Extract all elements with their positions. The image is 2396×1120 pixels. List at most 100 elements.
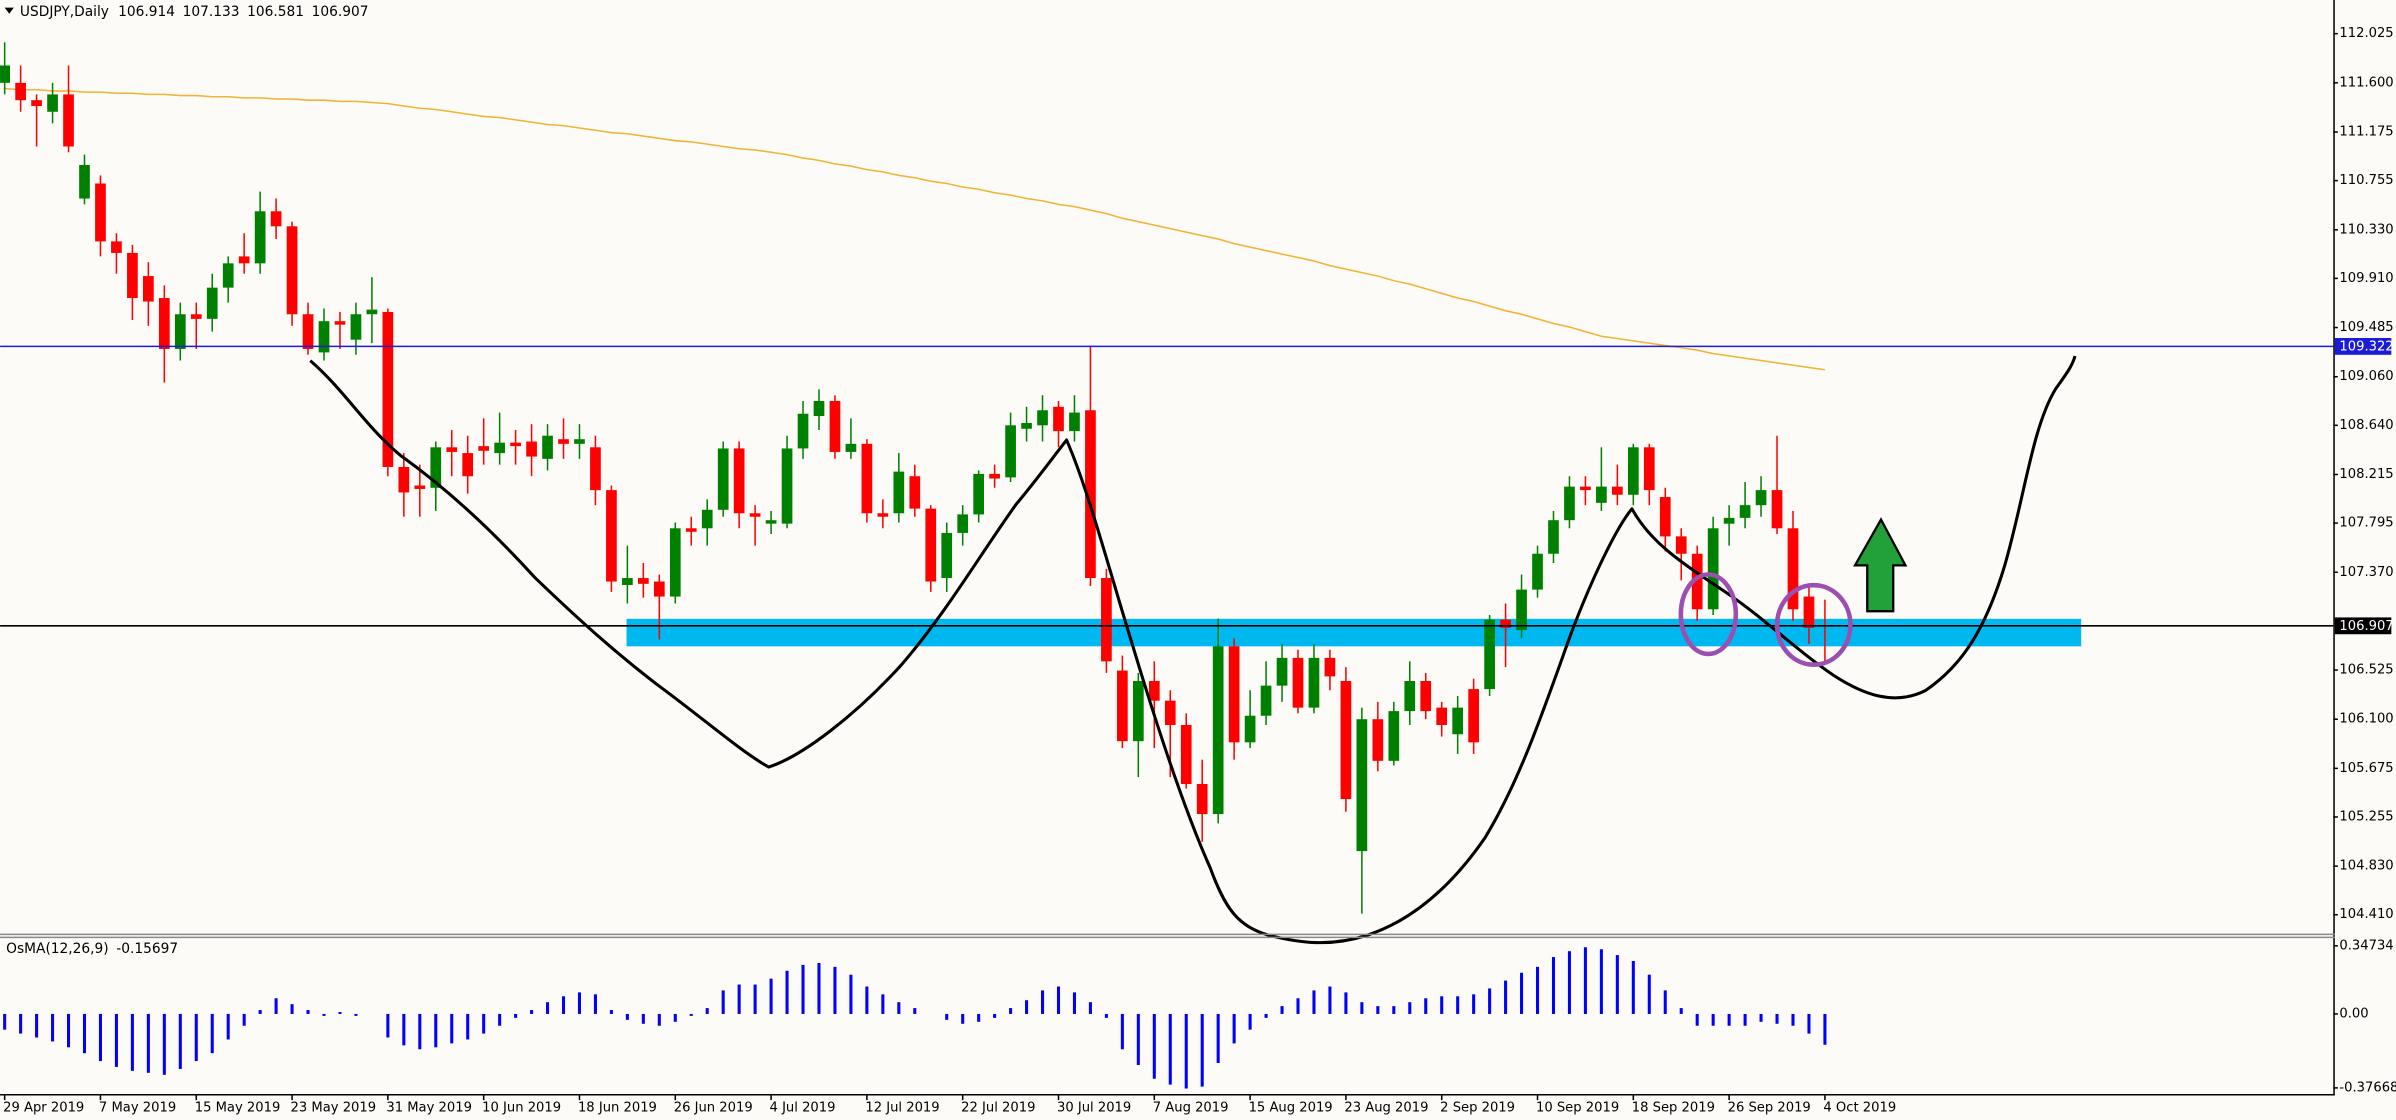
candle-body — [669, 528, 681, 597]
candle-body — [1500, 619, 1511, 628]
candle-body — [270, 211, 282, 227]
candle-body — [1691, 553, 1703, 610]
low-value: 106.581 — [247, 4, 304, 20]
candle-body — [414, 485, 426, 489]
candle-body — [813, 401, 825, 417]
x-tick-label: 30 Jul 2019 — [1057, 1100, 1131, 1115]
candle-body — [1021, 423, 1032, 429]
x-tick-label: 2 Sep 2019 — [1440, 1100, 1515, 1115]
candle-body — [797, 413, 809, 449]
candle-body — [877, 513, 889, 517]
candle-body — [1580, 486, 1591, 491]
candle-body — [845, 443, 857, 452]
y-tick-label: 108.640 — [2339, 418, 2393, 433]
candle-body — [989, 473, 1000, 479]
y-tick-label: 105.255 — [2339, 809, 2393, 824]
candle-body — [1643, 447, 1655, 491]
candle-body — [1771, 490, 1783, 529]
moving-average — [4, 87, 1826, 371]
highlight-circle — [1678, 572, 1739, 657]
candle-body — [1627, 447, 1639, 495]
candle-body — [1755, 490, 1767, 506]
candle-body — [1564, 486, 1575, 521]
candle-body — [733, 448, 745, 514]
candle-body — [701, 509, 713, 529]
y-tick-label: 111.175 — [2339, 125, 2393, 140]
candle-body — [1516, 589, 1527, 631]
x-tick-label: 22 Jul 2019 — [961, 1100, 1035, 1115]
candle-body — [1787, 528, 1799, 610]
y-tick-label: 112.025 — [2339, 26, 2393, 41]
candle-body — [366, 309, 378, 315]
x-tick-label: 18 Sep 2019 — [1632, 1100, 1715, 1115]
candle-body — [382, 311, 394, 467]
support-zone — [626, 618, 2082, 647]
candle-body — [1612, 486, 1623, 495]
candle-body — [430, 447, 442, 488]
x-tick-label: 23 Aug 2019 — [1344, 1100, 1428, 1115]
candle-body — [127, 252, 138, 299]
candle-body — [350, 314, 362, 340]
candle-body — [973, 473, 985, 515]
candle-body — [685, 528, 697, 532]
x-tick-label: 18 Jun 2019 — [578, 1100, 657, 1115]
candle-body — [111, 241, 122, 253]
y-tick-label: 104.830 — [2339, 859, 2393, 874]
y-tick-label: 111.600 — [2339, 75, 2393, 90]
x-tick-label: 26 Jun 2019 — [674, 1100, 753, 1115]
candle-body — [143, 276, 154, 302]
candle-body — [31, 100, 42, 106]
x-tick-label: 7 Aug 2019 — [1153, 1100, 1229, 1115]
up-arrow — [1853, 517, 1908, 613]
candle-body — [462, 453, 474, 477]
candle-body — [1659, 497, 1671, 537]
candle-body — [1340, 681, 1352, 800]
candle-body — [781, 448, 793, 524]
candle-body — [749, 513, 761, 517]
annotations — [626, 618, 2082, 647]
candle-body — [79, 164, 90, 199]
candle-body — [1005, 425, 1016, 478]
y-tick-label: 0.34734 — [2339, 938, 2393, 953]
candle-body — [446, 447, 458, 452]
candle-body — [1085, 410, 1096, 579]
candle-body — [334, 321, 346, 325]
candle-body — [717, 448, 729, 510]
price-label: 109.322 — [2339, 340, 2393, 355]
candle-body — [222, 263, 234, 288]
candle-body — [941, 532, 953, 579]
y-tick-label: 109.060 — [2339, 369, 2393, 384]
x-tick-label: 15 May 2019 — [195, 1100, 281, 1115]
x-tick-label: 26 Sep 2019 — [1728, 1100, 1811, 1115]
indicator-name: OsMA(12,26,9) — [6, 941, 108, 957]
candle-body — [190, 314, 202, 319]
x-tick-label: 4 Oct 2019 — [1823, 1100, 1896, 1115]
candle-body — [510, 442, 521, 447]
indicator-value: -0.15697 — [116, 941, 178, 957]
close-value: 106.907 — [312, 4, 369, 20]
y-tick-label: -0.37668 — [2339, 1080, 2396, 1095]
candle-body — [1276, 657, 1288, 686]
candle-body — [558, 439, 569, 444]
candle-body — [158, 298, 170, 349]
price-label: 106.907 — [2339, 619, 2393, 634]
candle-body — [1308, 657, 1320, 708]
x-tick-label: 10 Jun 2019 — [482, 1100, 561, 1115]
candle-body — [1596, 486, 1607, 503]
x-tick-label: 29 Apr 2019 — [3, 1100, 84, 1115]
y-tick-label: 110.330 — [2339, 222, 2393, 237]
candle-body — [1260, 685, 1272, 716]
candle-body — [861, 443, 873, 514]
candle-body — [653, 581, 665, 597]
y-tick-label: 106.100 — [2339, 712, 2393, 727]
candle-body — [1675, 536, 1687, 554]
y-tick-label: 110.755 — [2339, 173, 2393, 188]
candle-body — [1132, 681, 1144, 742]
candle-body — [1324, 657, 1336, 677]
candle-body — [1148, 681, 1160, 701]
y-tick-label: 109.910 — [2339, 271, 2393, 286]
candle-body — [1212, 646, 1224, 815]
candle-body — [622, 578, 633, 585]
